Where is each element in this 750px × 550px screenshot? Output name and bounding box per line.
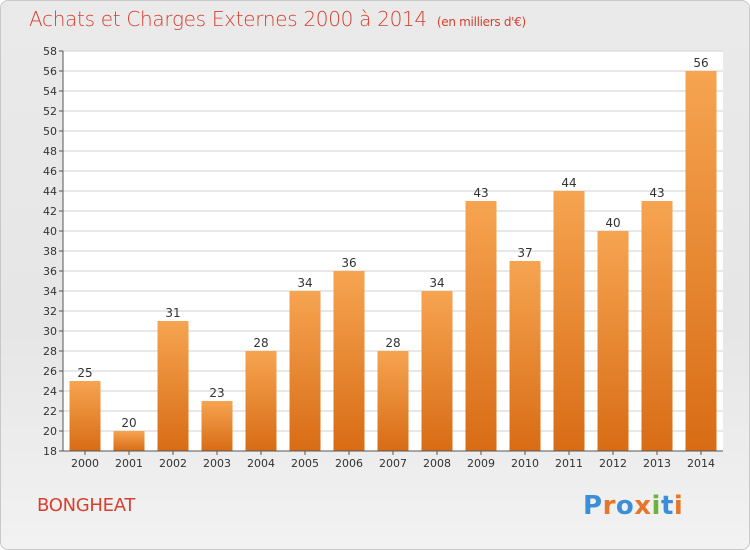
x-tick-label: 2009 — [467, 457, 495, 470]
y-tick-label: 52 — [43, 105, 57, 118]
bar-2013 — [641, 201, 673, 451]
bar-2005 — [289, 291, 321, 451]
y-tick-label: 46 — [43, 165, 57, 178]
bar-2002 — [157, 321, 189, 451]
data-label: 43 — [649, 186, 664, 200]
axis-layer: 18 20 22 24 26 28 30 32 34 36 38 40 42 44 46 48 50 52 54 56… — [43, 45, 723, 470]
y-tick-label: 22 — [43, 405, 57, 418]
logo-letter: P — [583, 491, 603, 521]
x-tick-label: 2012 — [599, 457, 627, 470]
y-tick-label: 58 — [43, 45, 57, 58]
y-tick-label: 54 — [43, 85, 57, 98]
data-label: 28 — [385, 336, 400, 350]
y-tick-label: 20 — [43, 425, 57, 438]
chart-subtitle: (en milliers d'€) — [436, 15, 526, 29]
x-tick-label: 2014 — [687, 457, 715, 470]
y-tick-label: 36 — [43, 265, 57, 278]
data-label: 44 — [561, 176, 576, 190]
y-tick-label: 32 — [43, 305, 57, 318]
bar-2004 — [245, 351, 277, 451]
y-tick-label: 24 — [43, 385, 57, 398]
logo-letter: o — [615, 491, 635, 521]
data-label: 31 — [165, 306, 180, 320]
logo-letter: i — [673, 491, 684, 521]
data-label: 36 — [341, 256, 356, 270]
x-tick-label: 2013 — [643, 457, 671, 470]
y-tick-label: 38 — [43, 245, 57, 258]
data-label: 40 — [605, 216, 620, 230]
data-label: 23 — [209, 386, 224, 400]
bar-2000 — [69, 381, 101, 451]
bar-2003 — [201, 401, 233, 451]
bar-2014 — [685, 71, 717, 451]
data-label: 56 — [693, 56, 708, 70]
y-tick-label: 34 — [43, 285, 57, 298]
bar-2011 — [553, 191, 585, 451]
y-tick-label: 28 — [43, 345, 57, 358]
y-tick-label: 42 — [43, 205, 57, 218]
y-tick-label: 56 — [43, 65, 57, 78]
x-tick-label: 2006 — [335, 457, 363, 470]
chart-title-text: Achats et Charges Externes 2000 à 2014 — [29, 7, 427, 31]
proxiti-logo: Proxiti — [583, 491, 683, 521]
bar-2001 — [113, 431, 145, 451]
x-tick-label: 2002 — [159, 457, 187, 470]
x-tick-label: 2010 — [511, 457, 539, 470]
y-tick-label: 30 — [43, 325, 57, 338]
y-tick-label: 50 — [43, 125, 57, 138]
x-tick-label: 2007 — [379, 457, 407, 470]
bar-2006 — [333, 271, 365, 451]
data-label: 43 — [473, 186, 488, 200]
chart-title: Achats et Charges Externes 2000 à 2014 (e… — [29, 7, 526, 31]
y-tick-label: 48 — [43, 145, 57, 158]
y-tick-label: 44 — [43, 185, 57, 198]
x-tick-label: 2011 — [555, 457, 583, 470]
bar-2010 — [509, 261, 541, 451]
data-label: 20 — [121, 416, 136, 430]
x-tick-label: 2004 — [247, 457, 275, 470]
y-tick-label: 26 — [43, 365, 57, 378]
commune-name: BONGHEAT — [37, 495, 136, 516]
data-label: 34 — [297, 276, 312, 290]
logo-letter: x — [634, 491, 652, 521]
x-tick-label: 2008 — [423, 457, 451, 470]
bar-2008 — [421, 291, 453, 451]
logo-letter: r — [602, 491, 616, 521]
bar-2012 — [597, 231, 629, 451]
bar-2007 — [377, 351, 409, 451]
bars-layer: 25 20 31 23 28 34 36 28 34 43 37 44 40 43 56 — [69, 56, 717, 451]
data-label: 34 — [429, 276, 444, 290]
x-tick-label: 2000 — [71, 457, 99, 470]
bar-2009 — [465, 201, 497, 451]
x-tick-label: 2001 — [115, 457, 143, 470]
x-tick-label: 2003 — [203, 457, 231, 470]
y-tick-label: 40 — [43, 225, 57, 238]
logo-letter: t — [660, 491, 674, 521]
data-label: 28 — [253, 336, 268, 350]
data-label: 37 — [517, 246, 532, 260]
x-tick-label: 2005 — [291, 457, 319, 470]
y-tick-label: 18 — [43, 445, 57, 458]
logo-letter: i — [651, 491, 661, 521]
data-label: 25 — [77, 366, 92, 380]
